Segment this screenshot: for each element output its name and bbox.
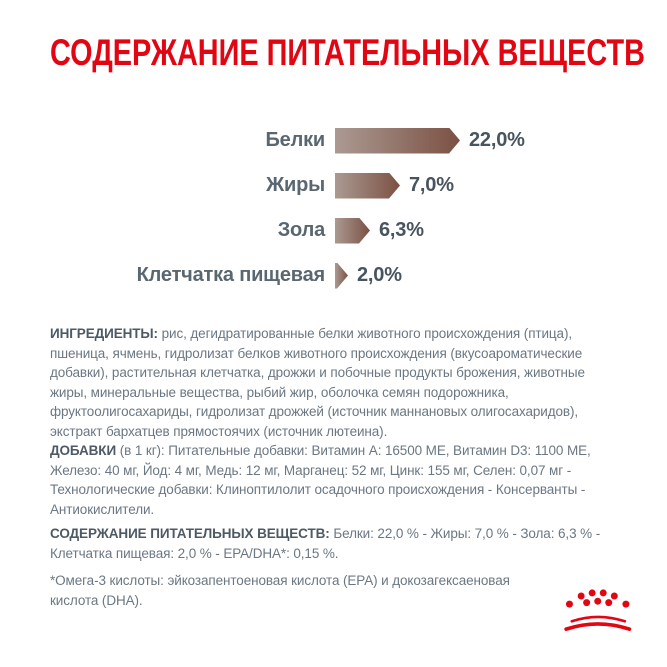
bar-fiber xyxy=(335,263,348,289)
chart-row-fats: Жиры 7,0% xyxy=(0,163,667,208)
bar-label-fats: Жиры xyxy=(266,174,325,196)
bar-proteins xyxy=(335,128,460,154)
additives-paragraph: ДОБАВКИ (в 1 кг): Питательные добавки: В… xyxy=(50,441,591,519)
bar-value-ash: 6,3% xyxy=(379,219,424,241)
bar-ash xyxy=(335,218,370,244)
ingredients-paragraph: ИНГРЕДИЕНТЫ: рис, дегидратированные белк… xyxy=(50,324,585,441)
analysis-label: СОДЕРЖАНИЕ ПИТАТЕЛЬНЫХ ВЕЩЕСТВ: xyxy=(50,526,330,541)
chart-row-fiber: Клетчатка пищевая 2,0% xyxy=(0,253,667,298)
royal-canin-crown-icon xyxy=(564,589,632,631)
chart-row-ash: Зола 6,3% xyxy=(0,208,667,253)
bar-label-ash: Зола xyxy=(277,219,325,241)
additives-label: ДОБАВКИ xyxy=(50,443,117,458)
bar-fats xyxy=(335,173,400,199)
analysis-paragraph: СОДЕРЖАНИЕ ПИТАТЕЛЬНЫХ ВЕЩЕСТВ: Белки: 2… xyxy=(50,524,600,563)
footnote-text: *Омега-3 кислоты: эйкозапентоеновая кисл… xyxy=(50,573,510,608)
analysis-text: Белки: 22,0 % - Жиры: 7,0 % - Зола: 6,3 … xyxy=(50,526,601,561)
bar-label-proteins: Белки xyxy=(265,129,325,151)
bar-value-proteins: 22,0% xyxy=(469,129,525,151)
ingredients-text: рис, дегидратированные белки животного п… xyxy=(50,326,585,439)
crown-arcs xyxy=(564,615,632,631)
omega3-footnote: *Омега-3 кислоты: эйкозапентоеновая кисл… xyxy=(50,571,510,610)
page-title: СОДЕРЖАНИЕ ПИТАТЕЛЬНЫХ ВЕЩЕСТВ xyxy=(50,32,645,73)
bar-value-fiber: 2,0% xyxy=(357,264,402,286)
ingredients-label: ИНГРЕДИЕНТЫ: xyxy=(50,326,158,341)
crown-dots xyxy=(565,589,630,608)
bar-label-fiber: Клетчатка пищевая xyxy=(136,264,326,286)
additives-text: Питательные добавки: Витамин А: 16500 МЕ… xyxy=(50,443,591,517)
bar-value-fats: 7,0% xyxy=(409,174,454,196)
nutrient-bar-chart: Белки 22,0% Жиры 7,0% Зола 6,3% Клетчатк… xyxy=(0,118,667,298)
additives-qualifier: (в 1 кг): xyxy=(119,443,165,458)
chart-row-proteins: Белки 22,0% xyxy=(0,118,667,163)
